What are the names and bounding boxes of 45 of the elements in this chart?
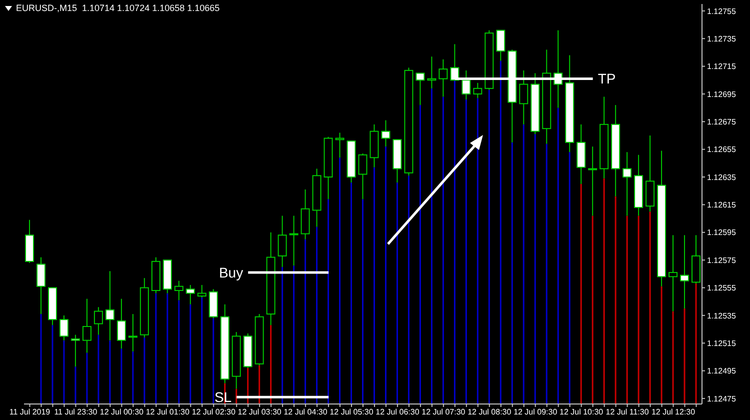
y-tick-label: 1.12695 [707, 90, 736, 99]
y-tick-label: 1.12715 [707, 62, 736, 72]
x-tick-label: 12 Jul 00:30 [100, 408, 144, 417]
y-tick-label: 1.12575 [707, 256, 736, 265]
candlestick [427, 56, 436, 89]
y-tick-label: 1.12755 [707, 6, 736, 16]
ref-line-label: TP [598, 70, 616, 87]
x-tick-label: 12 Jul 11:30 [606, 408, 650, 417]
y-tick-label: 1.12655 [707, 145, 736, 154]
candlestick [358, 152, 368, 200]
y-tick-label: 1.12495 [707, 366, 736, 376]
x-tick-label: 12 Jul 01:30 [146, 408, 190, 417]
y-tick-label: 1.12475 [707, 394, 736, 404]
x-tick-label: 11 Jul 2019 [9, 408, 51, 417]
x-tick-label: 11 Jul 23:30 [54, 408, 98, 417]
y-tick-label: 1.12675 [707, 117, 736, 126]
y-tick-label: 1.12635 [707, 172, 736, 182]
candlestick [197, 284, 206, 298]
x-tick-label: 12 Jul 03:30 [238, 408, 282, 417]
ref-line-label: Buy [218, 264, 244, 280]
y-tick-label: 1.12535 [707, 311, 736, 320]
x-tick-label: 12 Jul 06:30 [376, 408, 420, 417]
x-tick-label: 12 Jul 05:30 [330, 408, 374, 417]
y-tick-label: 1.12515 [707, 338, 736, 348]
y-tick-label: 1.12595 [707, 228, 736, 238]
y-tick-label: 1.12555 [707, 284, 736, 293]
x-tick-label: 12 Jul 02:30 [192, 408, 236, 417]
candlestick [496, 30, 506, 62]
x-tick-label: 12 Jul 08:30 [468, 408, 512, 417]
candlestick [186, 284, 195, 305]
x-tick-label: 12 Jul 10:30 [560, 408, 604, 417]
candlestick [174, 280, 184, 301]
x-tick-label: 12 Jul 12:30 [651, 408, 696, 417]
candlestick [680, 234, 690, 309]
candlestick [519, 70, 528, 125]
chart-title: EURUSD-,M15 1.10714 1.10724 1.10658 1.10665 [16, 3, 220, 13]
candlestick [416, 72, 425, 106]
x-tick-label: 12 Jul 09:30 [514, 408, 558, 417]
candlestick [381, 120, 390, 148]
x-tick-label: 12 Jul 07:30 [422, 408, 466, 417]
x-tick-label: 12 Jul 04:30 [284, 408, 328, 417]
candlestick [473, 82, 482, 99]
y-tick-label: 1.12615 [707, 200, 736, 210]
candlestick [438, 58, 448, 98]
y-tick-label: 1.12735 [707, 34, 736, 44]
